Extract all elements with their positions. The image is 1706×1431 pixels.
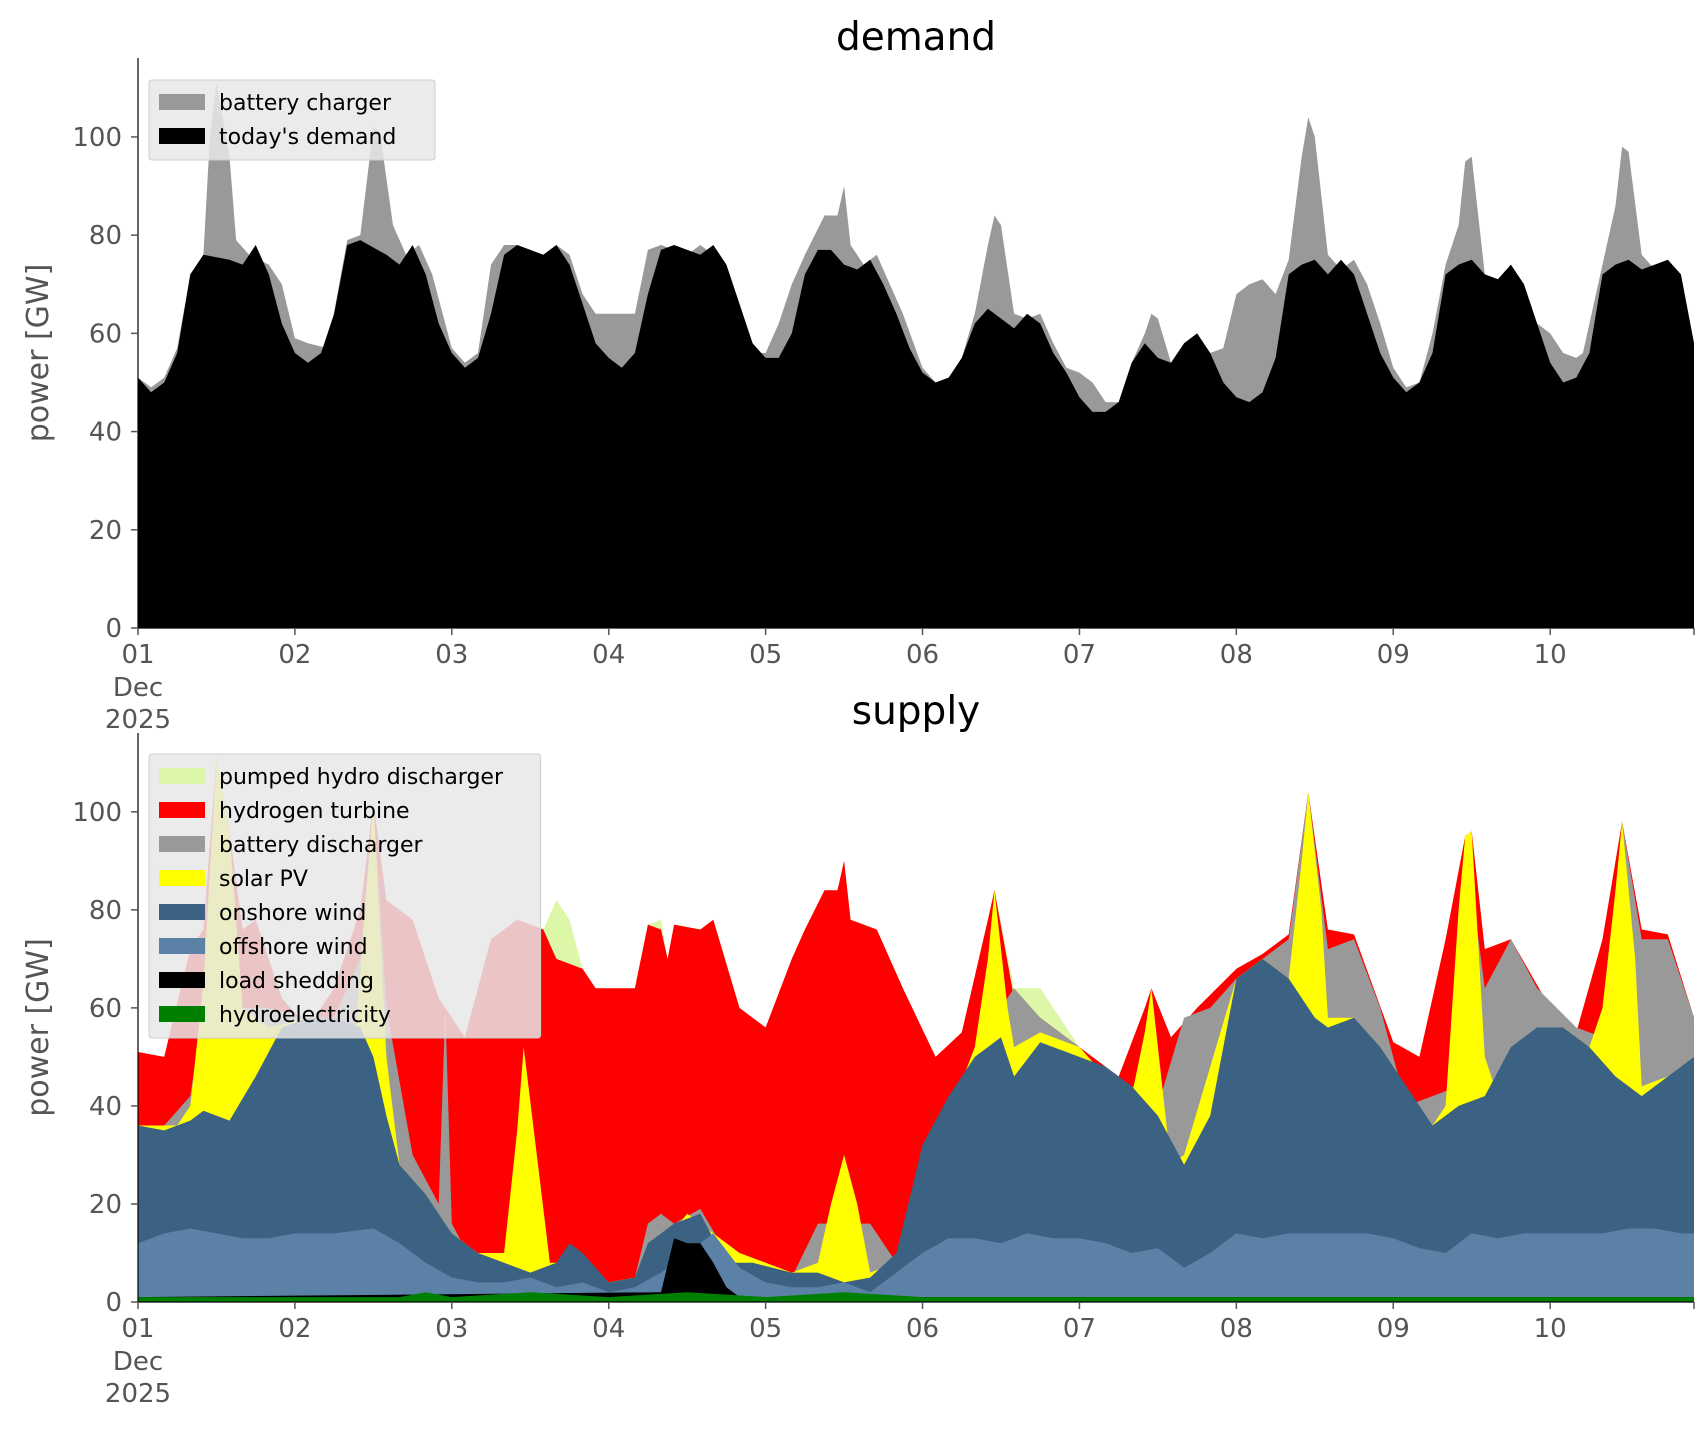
x-tick-label: 04 — [592, 1314, 625, 1344]
y-tick-label: 40 — [89, 418, 122, 448]
x-tick-label: 06 — [906, 640, 939, 670]
x-tick-label: 03 — [435, 1314, 468, 1344]
legend-label-solar-pv: solar PV — [219, 867, 308, 892]
legend-label-onshore-wind: onshore wind — [219, 901, 366, 926]
legend-label-today-s-demand: today's demand — [219, 125, 396, 150]
x-tick-sublabel: 2025 — [105, 1379, 171, 1409]
series-area-onshore-wind — [138, 958, 1694, 1302]
y-tick-label: 60 — [89, 319, 122, 349]
series-area-today-s-demand — [138, 240, 1694, 628]
x-tick-label: 06 — [906, 1314, 939, 1344]
x-tick-label: 05 — [749, 640, 782, 670]
legend-swatch-hydrogen-turbine — [159, 802, 205, 818]
y-tick-label: 40 — [89, 1092, 122, 1122]
legend-swatch-onshore-wind — [159, 904, 205, 920]
x-tick-label: 10 — [1534, 1314, 1567, 1344]
legend-label-hydrogen-turbine: hydrogen turbine — [219, 799, 410, 824]
x-tick-sublabel: Dec — [113, 1347, 163, 1377]
y-axis-label: power [GW] — [21, 264, 56, 443]
chart-title: demand — [836, 15, 996, 60]
y-tick-label: 100 — [72, 798, 122, 828]
y-tick-label: 0 — [105, 1288, 122, 1318]
legend-swatch-pumped-hydro-discharger — [159, 768, 205, 784]
x-tick-label: 02 — [278, 1314, 311, 1344]
legend-label-battery-charger: battery charger — [219, 91, 392, 116]
legend-swatch-load-shedding — [159, 972, 205, 988]
x-tick-sublabel: Dec — [113, 673, 163, 703]
y-tick-label: 80 — [89, 896, 122, 926]
x-tick-label: 09 — [1377, 1314, 1410, 1344]
legend-swatch-battery-charger — [159, 94, 205, 110]
x-tick-sublabel: 2025 — [105, 705, 171, 735]
legend-label-offshore-wind: offshore wind — [219, 935, 368, 960]
x-tick-label: 09 — [1377, 640, 1410, 670]
legend-label-hydroelectricity: hydroelectricity — [219, 1003, 391, 1028]
y-axis-label: power [GW] — [21, 938, 56, 1117]
chart-title: supply — [852, 689, 980, 734]
legend: battery charger today's demand — [148, 79, 436, 161]
x-tick-label: 08 — [1220, 1314, 1253, 1344]
legend-swatch-battery-discharger — [159, 836, 205, 852]
legend-label-load-shedding: load shedding — [219, 969, 374, 994]
series-area-hydroelectricity — [138, 1292, 1694, 1302]
x-tick-label: 10 — [1534, 640, 1567, 670]
x-tick-label: 08 — [1220, 640, 1253, 670]
legend-swatch-solar-pv — [159, 870, 205, 886]
legend-box — [148, 753, 542, 1039]
y-tick-label: 0 — [105, 614, 122, 644]
legend: pumped hydro discharger hydrogen turbine b… — [148, 753, 542, 1039]
legend-label-pumped-hydro-discharger: pumped hydro discharger — [219, 765, 504, 790]
series-area-offshore-wind — [138, 1228, 1694, 1302]
legend-swatch-today-s-demand — [159, 128, 205, 144]
x-tick-label: 01 — [121, 1314, 154, 1344]
x-tick-label: 05 — [749, 1314, 782, 1344]
x-tick-label: 01 — [121, 640, 154, 670]
y-tick-label: 100 — [72, 123, 122, 153]
x-tick-label: 07 — [1063, 640, 1096, 670]
x-tick-label: 02 — [278, 640, 311, 670]
legend-swatch-hydroelectricity — [159, 1006, 205, 1022]
legend-box — [148, 79, 436, 161]
x-tick-label: 07 — [1063, 1314, 1096, 1344]
legend-swatch-offshore-wind — [159, 938, 205, 954]
x-tick-label: 04 — [592, 640, 625, 670]
y-tick-label: 20 — [89, 516, 122, 546]
y-tick-label: 20 — [89, 1190, 122, 1220]
x-tick-label: 03 — [435, 640, 468, 670]
y-tick-label: 60 — [89, 994, 122, 1024]
y-tick-label: 80 — [89, 221, 122, 251]
legend-label-battery-discharger: battery discharger — [219, 833, 424, 858]
